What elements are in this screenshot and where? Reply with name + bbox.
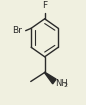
Text: Br: Br: [12, 26, 22, 35]
Text: NH: NH: [55, 79, 68, 88]
Polygon shape: [45, 72, 56, 84]
Text: 2: 2: [64, 83, 68, 88]
Text: F: F: [42, 1, 47, 10]
